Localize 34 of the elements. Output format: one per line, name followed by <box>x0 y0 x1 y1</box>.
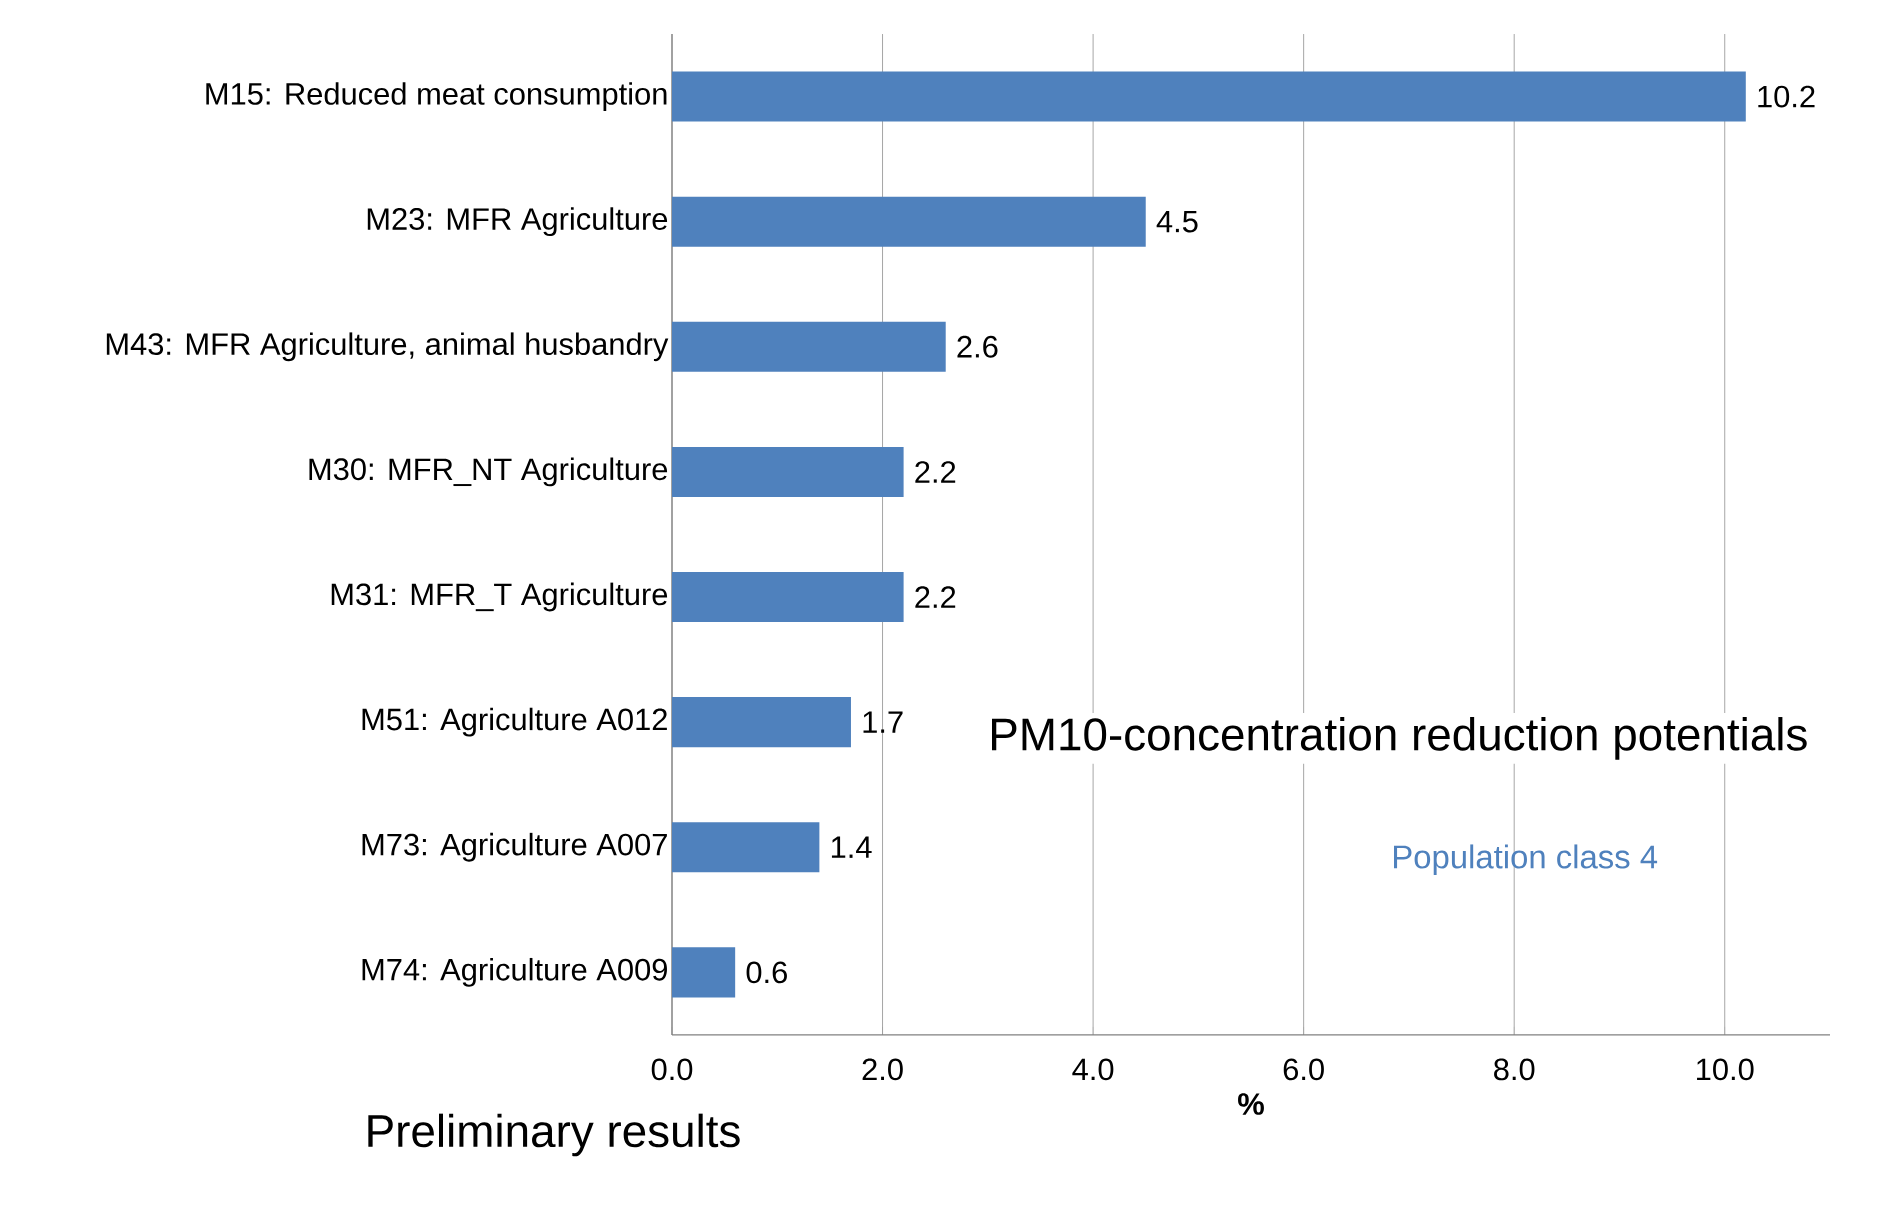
annotation: Population class 4 <box>1394 844 1658 876</box>
data-label: 2.2 <box>915 461 956 483</box>
y-tick-label: M23: MFR Agriculture <box>367 207 668 237</box>
x-axis-title: % <box>1238 1093 1264 1115</box>
y-tick-label: M31: MFR_T Agriculture <box>331 582 668 612</box>
bar <box>672 446 904 497</box>
y-tick-label: M74: Agriculture A009 <box>362 957 667 987</box>
x-tick-label: 10.0 <box>1697 1058 1754 1081</box>
data-label: 2.2 <box>915 586 956 608</box>
data-label: 0.6 <box>746 961 787 984</box>
bar <box>672 822 820 873</box>
y-tick-label: M43: MFR Agriculture, animal husbandry <box>106 332 669 362</box>
data-label: 10.2 <box>1758 85 1815 108</box>
y-tick-label: M51: Agriculture A012 <box>362 707 667 737</box>
bar <box>672 572 904 623</box>
x-tick-label: 2.0 <box>862 1058 903 1081</box>
y-tick-label: M73: Agriculture A007 <box>362 832 667 862</box>
data-label: 1.7 <box>863 711 903 733</box>
x-tick-label: 6.0 <box>1283 1058 1324 1081</box>
bar <box>672 321 946 372</box>
bar <box>672 196 1146 247</box>
x-tick-label: 0.0 <box>651 1058 693 1081</box>
bar <box>672 697 851 748</box>
y-tick-label: M30: MFR_NT Agriculture <box>309 457 668 487</box>
text: Preliminary results <box>368 1113 740 1157</box>
data-label: 2.6 <box>957 335 998 358</box>
data-label: 4.5 <box>1156 210 1198 233</box>
x-tick-label: 4.0 <box>1072 1058 1114 1081</box>
y-tick-label: M15: Reduced meat consumption <box>206 82 667 111</box>
data-label: 1.4 <box>831 836 872 858</box>
x-tick-label: 8.0 <box>1494 1058 1535 1081</box>
bar <box>672 947 736 998</box>
bar <box>672 71 1746 122</box>
annotation: PM10-concentration reduction potentials <box>992 717 1807 760</box>
